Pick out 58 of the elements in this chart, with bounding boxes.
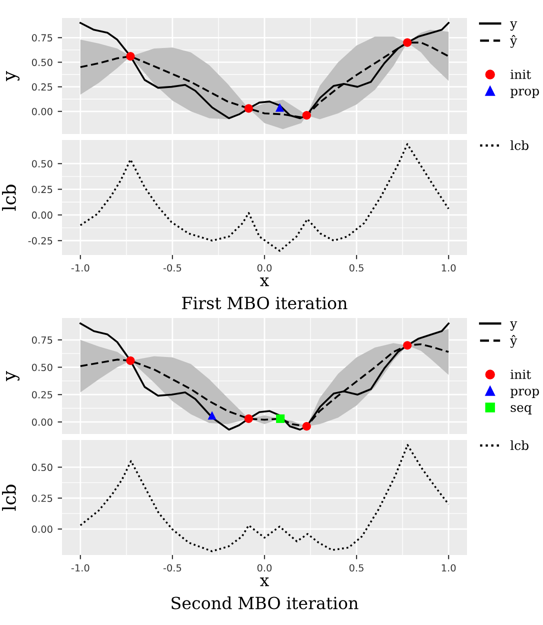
point xyxy=(403,341,412,350)
text: lcb xyxy=(510,440,528,450)
text: Second MBO iteration xyxy=(172,596,358,610)
x-tick-label: 0.0 xyxy=(257,564,272,572)
y-axis-title: lcb xyxy=(2,184,16,211)
y-axis-title: lcb xyxy=(2,484,16,511)
legend-label: init xyxy=(510,70,532,80)
x-tick-label: -0.5 xyxy=(163,264,182,272)
y-tick-label: 0.00 xyxy=(32,526,52,533)
legend-label: init xyxy=(510,370,532,380)
x-axis-title: x xyxy=(260,577,269,586)
y-tick-label: 0.25 xyxy=(32,494,52,502)
y-tick-label: 0.25 xyxy=(32,83,52,91)
y-tick-label: 0.75 xyxy=(32,34,52,42)
y-tick-label: 0.25 xyxy=(32,391,52,398)
line-series xyxy=(80,444,450,552)
point xyxy=(403,38,412,47)
legend-label: ŷ xyxy=(510,335,518,348)
point xyxy=(276,103,284,112)
x-tick-label: 0.5 xyxy=(349,264,364,272)
y-tick-label: 0.00 xyxy=(32,211,52,219)
point xyxy=(302,111,311,120)
point xyxy=(302,422,311,431)
legend-label: y xyxy=(510,321,518,331)
point xyxy=(126,356,135,365)
point xyxy=(244,104,253,113)
y-tick-label: 0.75 xyxy=(32,336,52,344)
y-axis-title: y xyxy=(6,70,20,82)
legend-label: prop xyxy=(510,88,539,98)
y-tick-label: 0.50 xyxy=(32,58,52,66)
line-series xyxy=(80,143,450,252)
y-tick-label: 0.00 xyxy=(32,418,52,426)
x-tick-label: 1.0 xyxy=(442,564,456,572)
x-tick-label: 0.0 xyxy=(257,264,272,272)
y-tick-label: 0.50 xyxy=(32,160,52,168)
line-series xyxy=(80,22,450,120)
legend-label: ŷ xyxy=(510,35,518,48)
point xyxy=(276,414,285,423)
text: lcb xyxy=(510,140,528,150)
y-tick-label: -0.25 xyxy=(28,237,52,244)
y-tick-label: 0.25 xyxy=(32,186,52,194)
text: First MBO iteration xyxy=(182,296,348,310)
point xyxy=(126,52,135,61)
x-tick-label: -1.0 xyxy=(71,564,90,572)
x-axis-title: x xyxy=(260,277,269,286)
x-tick-label: 0.5 xyxy=(349,564,364,572)
point xyxy=(208,411,216,420)
x-tick-label: 1.0 xyxy=(442,264,456,272)
y-tick-label: 0.50 xyxy=(32,464,52,472)
legend-label: y xyxy=(510,21,518,31)
legend-label: prop xyxy=(510,388,539,398)
legend-label: seq xyxy=(510,405,532,414)
x-tick-label: -1.0 xyxy=(71,264,90,272)
y-tick-label: 0.00 xyxy=(32,108,52,116)
y-tick-label: 0.50 xyxy=(32,364,52,372)
x-tick-label: -0.5 xyxy=(163,564,182,572)
point xyxy=(244,414,253,423)
y-axis-title: y xyxy=(6,370,20,382)
